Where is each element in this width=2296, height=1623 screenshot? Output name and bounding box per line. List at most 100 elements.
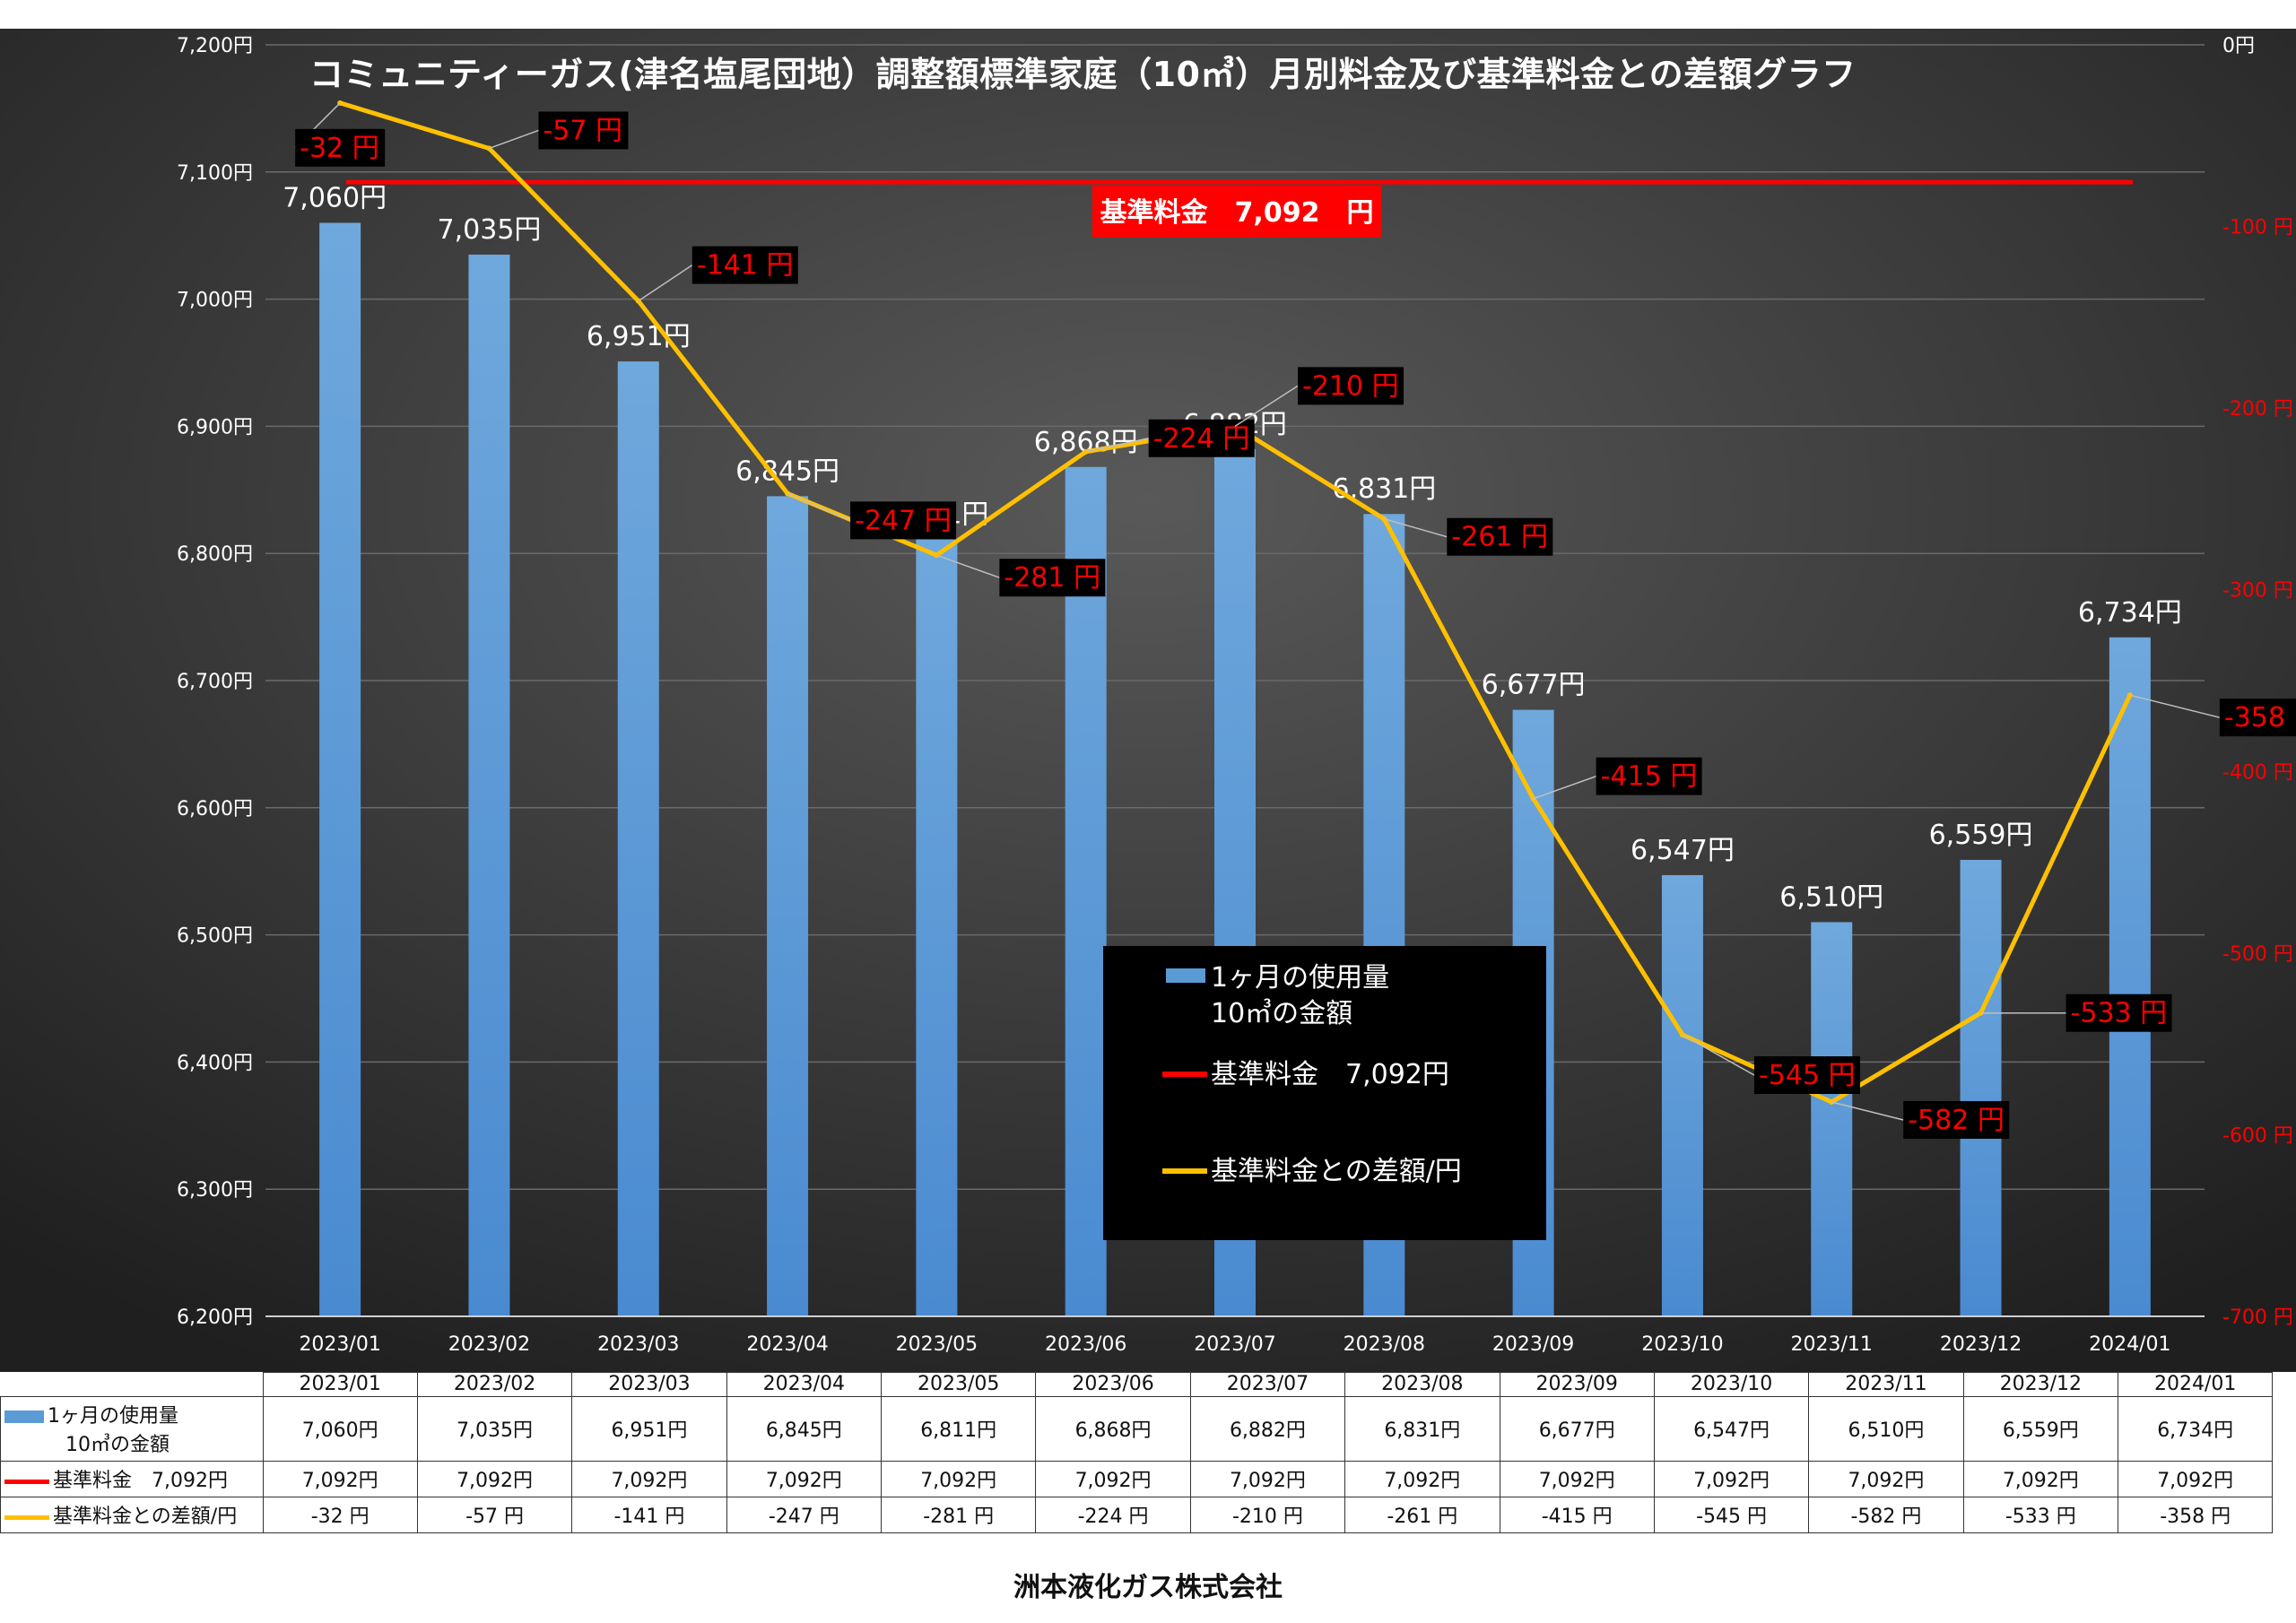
right-tick-label: -200 円 <box>2222 398 2293 421</box>
x-tick-label: 2023/07 <box>1194 1333 1275 1356</box>
left-tick-label: 6,700円 <box>177 671 253 693</box>
left-tick-label: 7,000円 <box>177 290 253 312</box>
table-row: 基準料金との差額/円 -32 円 -57 円 -141 円 -247 円 -281 円 -2… <box>0 1496 2274 1533</box>
table-cell: 6,831円 <box>1344 1395 1500 1462</box>
diff-value-label: -224 円 <box>1153 423 1250 455</box>
table-cell: 7,092円 <box>571 1460 727 1497</box>
diff-leader-line <box>489 129 539 150</box>
x-tick-label: 2023/12 <box>1940 1333 2022 1356</box>
x-tick-label: 2024/01 <box>2089 1333 2170 1356</box>
x-tick-label: 2023/11 <box>1791 1333 1873 1356</box>
diff-label-box <box>295 128 386 167</box>
table-row-header: 基準料金との差額/円 <box>0 1496 264 1533</box>
table-cell: 6,677円 <box>1499 1395 1655 1462</box>
diff-label-box <box>538 111 629 150</box>
table-column-header: 2023/03 <box>571 1372 727 1397</box>
table-cell: 6,559円 <box>1962 1395 2119 1462</box>
table-row-header-label: 1ヶ月の使用量 <box>48 1405 178 1428</box>
legend-swatch-bar <box>1166 968 1205 983</box>
bar <box>1960 859 2002 1316</box>
left-tick-label: 6,600円 <box>177 798 253 820</box>
bar <box>1065 466 1107 1316</box>
table-row-header: 1ヶ月の使用量 10㎥の金額 <box>0 1395 264 1462</box>
table-cell: 7,092円 <box>880 1460 1037 1497</box>
table-cell: -247 円 <box>726 1496 883 1533</box>
bar <box>2109 637 2151 1316</box>
table-legend-swatch <box>4 1410 44 1423</box>
company-footer: 洲本液化ガス株式会社 <box>1013 1572 1283 1603</box>
table-cell: 7,092円 <box>1189 1460 1346 1497</box>
diff-leader-line <box>936 554 1000 578</box>
x-tick-label: 2023/06 <box>1045 1333 1126 1356</box>
x-tick-label: 2023/09 <box>1492 1333 1574 1356</box>
table-cell: 6,734円 <box>2117 1395 2274 1462</box>
table-cell: 7,092円 <box>416 1460 573 1497</box>
diff-label-box <box>2219 699 2296 737</box>
left-tick-label: 6,200円 <box>177 1306 253 1329</box>
diff-label-box <box>999 559 1106 597</box>
left-tick-label: 6,400円 <box>177 1052 253 1074</box>
table-corner <box>0 1372 264 1397</box>
table-cell: 7,092円 <box>1962 1460 2119 1497</box>
table-column-header: 2023/01 <box>262 1372 418 1397</box>
table-cell: 7,092円 <box>262 1460 418 1497</box>
legend-label-bar-line2: 10㎥の金額 <box>1211 998 1352 1029</box>
x-tick-label: 2023/03 <box>597 1333 679 1356</box>
table-cell: -57 円 <box>416 1496 573 1533</box>
bar <box>617 361 659 1316</box>
x-tick-label: 2023/10 <box>1641 1333 1723 1356</box>
diff-value-label: -358 円 <box>2224 702 2296 733</box>
bar <box>468 254 510 1317</box>
diff-label-box <box>2066 994 2172 1032</box>
bar-value-label: 6,559円 <box>1929 820 2033 851</box>
table-cell: -545 円 <box>1653 1496 1810 1533</box>
bar <box>1661 874 1703 1316</box>
left-tick-label: 7,200円 <box>177 35 253 57</box>
left-tick-label: 6,300円 <box>177 1179 253 1202</box>
x-tick-label: 2023/08 <box>1344 1333 1425 1356</box>
left-tick-label: 6,900円 <box>177 416 253 438</box>
chart-title: コミュニティーガス(津名塩尾団地）調整額標準家庭（10㎥）月別料金及び基準料金と… <box>309 55 1857 94</box>
table-column-header: 2023/04 <box>726 1372 883 1397</box>
legend-label-diff: 基準料金との差額/円 <box>1211 1156 1462 1187</box>
left-tick-label: 6,800円 <box>177 543 253 566</box>
diff-value-label: -533 円 <box>2071 998 2168 1029</box>
diff-label-box <box>1298 367 1404 405</box>
bar <box>319 222 361 1316</box>
right-tick-label: -400 円 <box>2222 761 2293 784</box>
table-cell: -224 円 <box>1035 1496 1191 1533</box>
right-tick-label: -100 円 <box>2222 217 2293 239</box>
x-axis: 2023/01 2023/02 2023/03 2023/04 2023/05 2023/… <box>265 1315 2205 1356</box>
bar <box>1811 922 1853 1316</box>
diff-value-label: -281 円 <box>1004 562 1100 594</box>
table-row-header-label: 10㎥の金額 <box>65 1434 170 1456</box>
diff-leader-line <box>1085 438 1149 453</box>
table-cell: 6,882円 <box>1189 1395 1346 1462</box>
table-cell: -281 円 <box>880 1496 1037 1533</box>
table-cell: 7,060円 <box>262 1395 418 1462</box>
table-cell: -582 円 <box>1808 1496 1964 1533</box>
legend-box <box>1103 946 1546 1240</box>
diff-leader-line <box>1384 517 1448 538</box>
data-table: 2023/01 2023/02 2023/03 2023/04 2023/05 2023/… <box>0 1372 2274 1533</box>
table-column-header: 2023/12 <box>1962 1372 2119 1397</box>
right-tick-label: 0円 <box>2222 35 2255 57</box>
diff-leader-line <box>1234 385 1299 428</box>
table-cell: 7,092円 <box>1499 1460 1655 1497</box>
table-legend-swatch <box>4 1515 49 1520</box>
table-cell: -358 円 <box>2117 1496 2274 1533</box>
table-column-header: 2023/08 <box>1344 1372 1500 1397</box>
table-column-header: 2023/07 <box>1189 1372 1346 1397</box>
table-cell: -210 円 <box>1189 1496 1346 1533</box>
right-tick-label: -600 円 <box>2222 1124 2293 1147</box>
diff-value-label: -545 円 <box>1759 1060 1856 1091</box>
diff-leader-line <box>1831 1101 1904 1121</box>
table-cell: -415 円 <box>1499 1496 1655 1533</box>
left-tick-label: 7,100円 <box>177 162 253 185</box>
table-row-header-label: 基準料金との差額/円 <box>53 1506 238 1528</box>
table-column-header: 2023/11 <box>1808 1372 1964 1397</box>
right-tick-label: -500 円 <box>2222 943 2293 966</box>
table-row-header-label: 基準料金 7,092円 <box>53 1470 228 1492</box>
table-column-header: 2023/05 <box>880 1372 1037 1397</box>
